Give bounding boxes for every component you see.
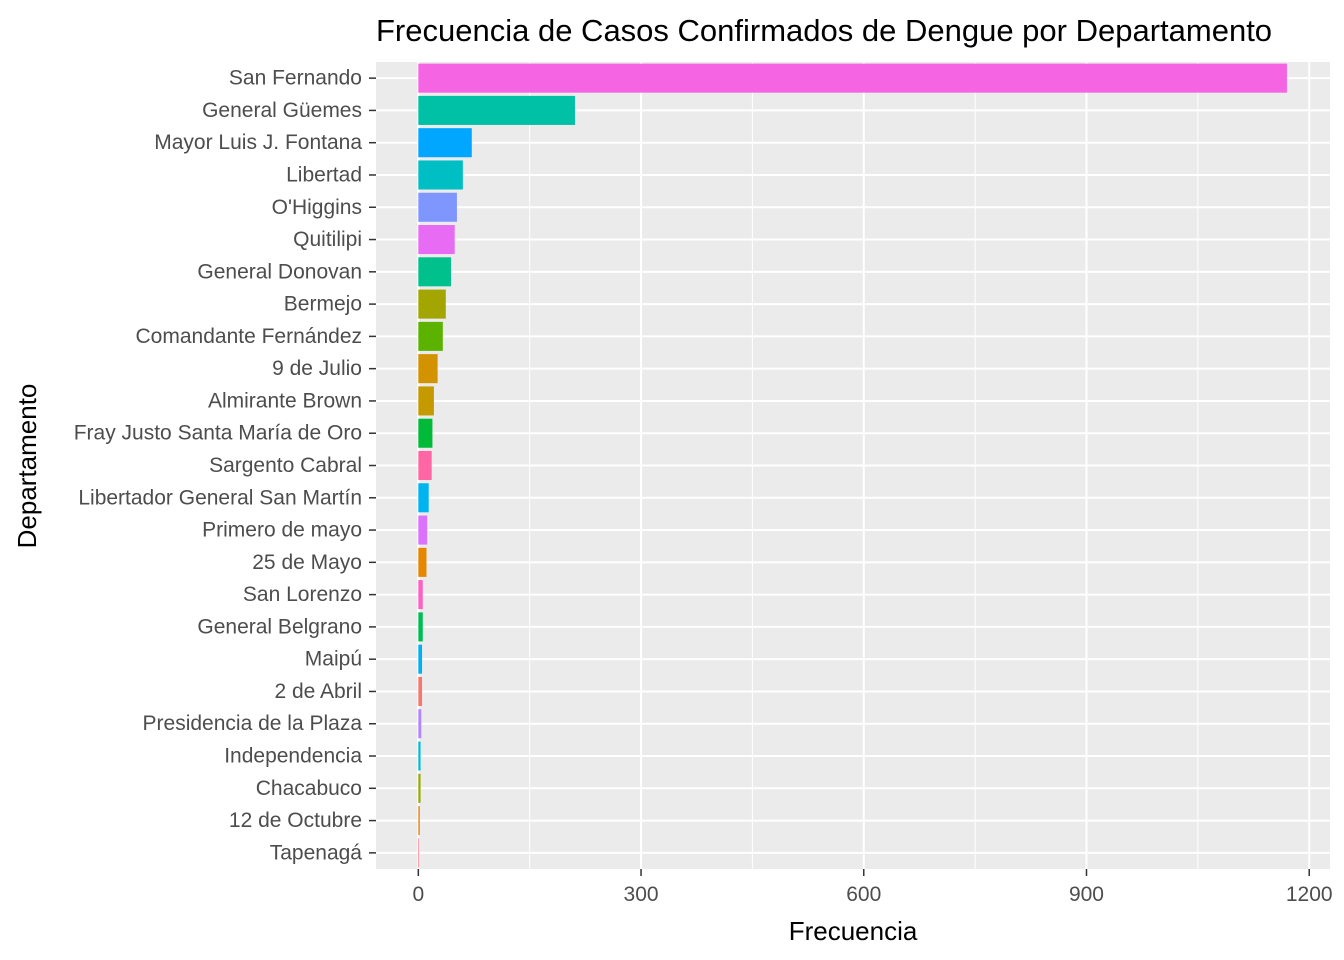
bars — [418, 63, 1287, 868]
y-tick-label: San Lorenzo — [243, 583, 362, 606]
bar — [418, 676, 423, 706]
y-tick-label: Almirante Brown — [208, 389, 362, 412]
y-tick-label: General Belgrano — [197, 615, 362, 638]
y-tick-label: Libertador General San Martín — [78, 486, 362, 509]
bar — [418, 418, 433, 448]
bar — [418, 612, 423, 642]
bar — [418, 386, 434, 416]
bar — [418, 128, 472, 158]
y-tick-label: 9 de Julio — [272, 357, 362, 380]
y-tick-label: 12 de Octubre — [229, 809, 362, 832]
y-tick-label: Sargento Cabral — [209, 454, 362, 477]
bar — [418, 63, 1287, 93]
bar — [418, 450, 432, 481]
bar — [418, 225, 455, 255]
bar — [418, 709, 422, 739]
y-tick-label: Tapenagá — [270, 841, 363, 864]
x-tick-label: 300 — [624, 883, 659, 906]
bar — [418, 321, 443, 351]
x-axis: 0 300 600 900 1200 — [412, 869, 1333, 906]
y-tick-label: Bermejo — [284, 293, 362, 316]
bar — [418, 806, 420, 836]
bar — [418, 192, 457, 222]
bar — [418, 515, 428, 545]
x-axis-title: Frecuencia — [789, 916, 918, 946]
y-tick-label: Presidencia de la Plaza — [143, 712, 363, 735]
y-tick-label: General Güemes — [202, 99, 362, 122]
y-tick-label: Maipú — [305, 648, 362, 671]
bar — [418, 547, 427, 577]
y-tick-label: 2 de Abril — [274, 680, 362, 703]
x-tick-label: 600 — [846, 883, 881, 906]
x-tick-label: 1200 — [1286, 883, 1333, 906]
y-tick-label: Mayor Luis J. Fontana — [154, 131, 362, 154]
y-tick-label: Fray Justo Santa María de Oro — [74, 422, 362, 445]
y-tick-label: Primero de mayo — [202, 519, 362, 542]
y-tick-label: General Donovan — [197, 260, 362, 283]
bar — [418, 95, 575, 125]
y-tick-label: San Fernando — [229, 67, 362, 90]
bar — [418, 354, 438, 384]
y-tick-label: 25 de Mayo — [252, 551, 362, 574]
y-axis-title: Departamento — [12, 384, 42, 549]
x-tick-label: 900 — [1069, 883, 1104, 906]
y-tick-label: Comandante Fernández — [136, 325, 362, 348]
y-axis: San Fernando General Güemes Mayor Luis J. … — [74, 67, 376, 864]
bar — [418, 289, 446, 319]
x-tick-label: 0 — [412, 883, 424, 906]
bar — [418, 483, 429, 513]
bar — [418, 257, 451, 287]
bar — [418, 644, 423, 674]
y-tick-label: Libertad — [286, 163, 362, 186]
y-tick-label: Chacabuco — [256, 777, 362, 800]
bar — [418, 160, 463, 190]
bar — [418, 838, 420, 868]
y-tick-label: Independencia — [224, 745, 362, 768]
bar — [418, 741, 421, 771]
y-tick-label: O'Higgins — [272, 196, 362, 219]
y-tick-label: Quitilipi — [293, 228, 362, 251]
bar — [418, 580, 423, 610]
chart-title: Frecuencia de Casos Confirmados de Dengu… — [376, 13, 1272, 48]
bar — [418, 773, 421, 803]
